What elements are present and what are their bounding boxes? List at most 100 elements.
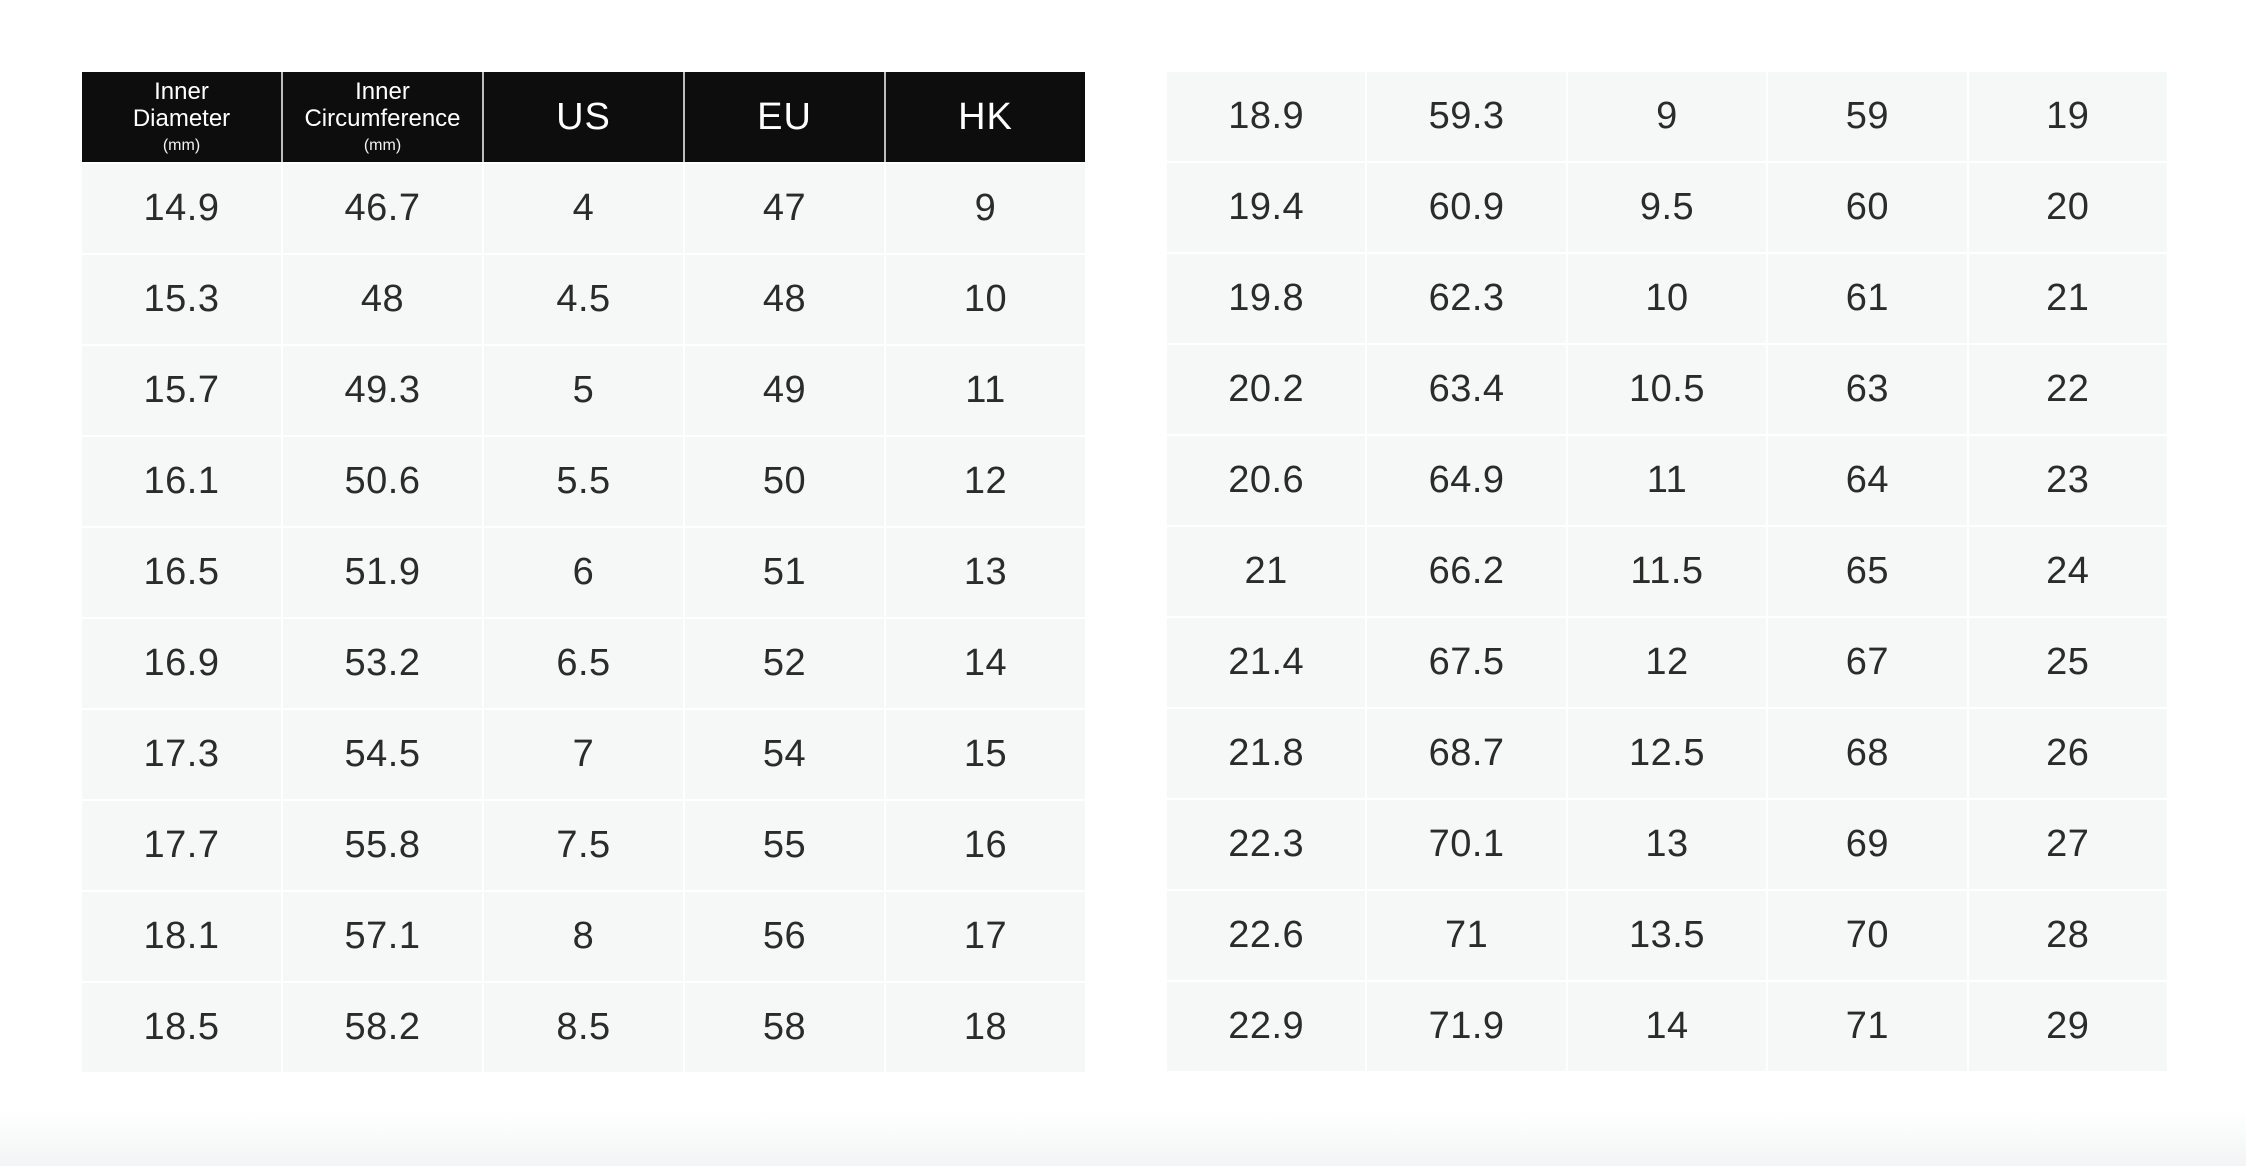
table-cell: 21 bbox=[1167, 527, 1366, 616]
header-label: EU bbox=[757, 95, 812, 138]
table-cell: 14.9 bbox=[82, 164, 281, 253]
table-cell: 22.3 bbox=[1167, 800, 1366, 889]
table-cell: 56 bbox=[685, 892, 884, 981]
table-cell: 54.5 bbox=[283, 710, 482, 799]
table-cell: 9 bbox=[886, 164, 1085, 253]
table-cell: 17.7 bbox=[82, 801, 281, 890]
table-cell: 11 bbox=[1567, 436, 1767, 525]
table-cell: 20.6 bbox=[1167, 436, 1366, 525]
table-cell: 16 bbox=[886, 801, 1085, 890]
table-cell: 8 bbox=[484, 892, 683, 981]
table-cell: 46.7 bbox=[283, 164, 482, 253]
table-cell: 9.5 bbox=[1567, 163, 1767, 252]
table-cell: 4.5 bbox=[484, 255, 683, 344]
table-cell: 61 bbox=[1768, 254, 1967, 343]
table-cell: 12 bbox=[886, 437, 1085, 526]
table-cell: 68.7 bbox=[1367, 709, 1566, 798]
table-cell: 19.4 bbox=[1167, 163, 1366, 252]
table-cell: 49.3 bbox=[283, 346, 482, 435]
header-label: US bbox=[556, 95, 611, 138]
table-cell: 71 bbox=[1367, 891, 1566, 980]
header-label: Inner bbox=[355, 78, 410, 106]
table-cell: 27 bbox=[1968, 800, 2167, 889]
table-cell: 54 bbox=[685, 710, 884, 799]
table-cell: 17 bbox=[886, 892, 1085, 981]
table-cell: 19.8 bbox=[1167, 254, 1366, 343]
table-cell: 13 bbox=[1567, 800, 1767, 889]
table-cell: 68 bbox=[1768, 709, 1967, 798]
table-cell: 16.5 bbox=[82, 528, 281, 617]
table-cell: 8.5 bbox=[484, 983, 683, 1072]
bottom-fade bbox=[0, 1110, 2246, 1166]
header-cell-eu: EU bbox=[685, 72, 884, 162]
header-label: HK bbox=[958, 95, 1013, 138]
table-cell: 52 bbox=[685, 619, 884, 708]
table-cell: 12.5 bbox=[1567, 709, 1767, 798]
header-cell-inner-diameter: Inner Diameter (mm) bbox=[82, 72, 281, 162]
table-cell: 25 bbox=[1968, 618, 2167, 707]
table-cell: 23 bbox=[1968, 436, 2167, 525]
header-cell-hk: HK bbox=[886, 72, 1085, 162]
table-cell: 20.2 bbox=[1167, 345, 1366, 434]
ring-size-table-right: 18.9 59.3 9 59 19 19.4 60.9 9.5 60 20 19.8 62.3 10 61… bbox=[1167, 72, 2167, 1071]
table-cell: 22 bbox=[1968, 345, 2167, 434]
table-cell: 26 bbox=[1968, 709, 2167, 798]
table-cell: 65 bbox=[1768, 527, 1967, 616]
table-cell: 11.5 bbox=[1567, 527, 1767, 616]
table-cell: 4 bbox=[484, 164, 683, 253]
table-cell: 50.6 bbox=[283, 437, 482, 526]
table-cell: 57.1 bbox=[283, 892, 482, 981]
table-cell: 22.9 bbox=[1167, 982, 1366, 1071]
table-cell: 7.5 bbox=[484, 801, 683, 890]
table-cell: 21 bbox=[1968, 254, 2167, 343]
table-cell: 55 bbox=[685, 801, 884, 890]
table-cell: 21.4 bbox=[1167, 618, 1366, 707]
table-cell: 7 bbox=[484, 710, 683, 799]
table-cell: 67.5 bbox=[1367, 618, 1566, 707]
table-cell: 21.8 bbox=[1167, 709, 1366, 798]
header-cell-inner-circumference: Inner Circumference (mm) bbox=[283, 72, 482, 162]
table-cell: 50 bbox=[685, 437, 884, 526]
table-cell: 64 bbox=[1768, 436, 1967, 525]
table-cell: 12 bbox=[1567, 618, 1767, 707]
table-cell: 67 bbox=[1768, 618, 1967, 707]
table-cell: 28 bbox=[1968, 891, 2167, 980]
table-cell: 5 bbox=[484, 346, 683, 435]
table-cell: 60 bbox=[1768, 163, 1967, 252]
table-cell: 13.5 bbox=[1567, 891, 1767, 980]
table-cell: 29 bbox=[1968, 982, 2167, 1071]
table-cell: 10.5 bbox=[1567, 345, 1767, 434]
table-cell: 70.1 bbox=[1367, 800, 1566, 889]
table-cell: 13 bbox=[886, 528, 1085, 617]
table-cell: 18.5 bbox=[82, 983, 281, 1072]
table-cell: 22.6 bbox=[1167, 891, 1366, 980]
table-cell: 18 bbox=[886, 983, 1085, 1072]
header-label: Circumference bbox=[304, 105, 461, 133]
table-cell: 48 bbox=[283, 255, 482, 344]
table-cell: 58 bbox=[685, 983, 884, 1072]
table-cell: 6 bbox=[484, 528, 683, 617]
table-cell: 10 bbox=[886, 255, 1085, 344]
table-cell: 5.5 bbox=[484, 437, 683, 526]
table-cell: 60.9 bbox=[1367, 163, 1566, 252]
table-cell: 63.4 bbox=[1367, 345, 1566, 434]
table-cell: 47 bbox=[685, 164, 884, 253]
table-cell: 51 bbox=[685, 528, 884, 617]
table-cell: 14 bbox=[1567, 982, 1767, 1071]
table-cell: 15.3 bbox=[82, 255, 281, 344]
left-table-body: 14.9 46.7 4 47 9 15.3 48 4.5 48 10 15.7 49.3 5 49 11 16… bbox=[82, 164, 1085, 1072]
header-unit-label: (mm) bbox=[363, 136, 402, 154]
right-table-body: 18.9 59.3 9 59 19 19.4 60.9 9.5 60 20 19.8 62.3 10 61… bbox=[1167, 72, 2167, 1071]
table-cell: 62.3 bbox=[1367, 254, 1566, 343]
table-cell: 20 bbox=[1968, 163, 2167, 252]
table-cell: 55.8 bbox=[283, 801, 482, 890]
table-cell: 24 bbox=[1968, 527, 2167, 616]
table-cell: 18.9 bbox=[1167, 72, 1366, 161]
table-cell: 9 bbox=[1567, 72, 1767, 161]
header-label: Diameter bbox=[132, 105, 231, 133]
table-cell: 10 bbox=[1567, 254, 1767, 343]
table-cell: 58.2 bbox=[283, 983, 482, 1072]
table-cell: 11 bbox=[886, 346, 1085, 435]
header-cell-us: US bbox=[484, 72, 683, 162]
table-cell: 19 bbox=[1968, 72, 2167, 161]
